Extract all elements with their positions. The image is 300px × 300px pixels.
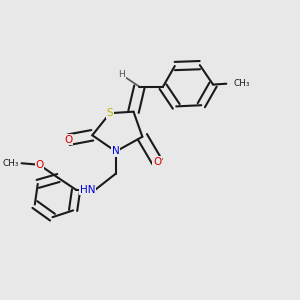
Text: N: N	[112, 146, 120, 157]
Text: CH₃: CH₃	[234, 79, 250, 88]
Text: CH₃: CH₃	[2, 159, 19, 168]
Text: HN: HN	[80, 185, 95, 195]
Text: H: H	[118, 70, 125, 80]
Text: O: O	[153, 157, 161, 167]
Text: O: O	[35, 160, 44, 170]
Text: S: S	[106, 108, 113, 118]
Text: O: O	[64, 135, 73, 145]
